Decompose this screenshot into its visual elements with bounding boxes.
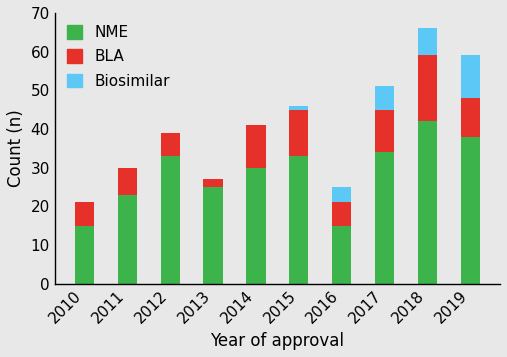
Bar <box>161 156 180 284</box>
Bar <box>289 156 308 284</box>
Bar <box>375 152 394 284</box>
Bar <box>418 55 437 121</box>
Bar <box>460 55 480 98</box>
Bar <box>289 106 308 110</box>
Bar <box>75 202 94 226</box>
Y-axis label: Count (n): Count (n) <box>7 110 25 187</box>
Bar <box>375 110 394 152</box>
Bar <box>203 187 223 284</box>
Bar <box>289 110 308 156</box>
Bar <box>246 125 266 168</box>
Bar <box>161 133 180 156</box>
Bar <box>332 226 351 284</box>
Bar <box>375 86 394 110</box>
Bar <box>246 168 266 284</box>
X-axis label: Year of approval: Year of approval <box>210 332 344 350</box>
Bar <box>203 179 223 187</box>
Bar <box>118 168 137 195</box>
Bar <box>332 202 351 226</box>
Bar <box>118 195 137 284</box>
Bar <box>460 137 480 284</box>
Bar <box>332 187 351 202</box>
Legend: NME, BLA, Biosimilar: NME, BLA, Biosimilar <box>62 21 174 93</box>
Bar <box>418 121 437 284</box>
Bar <box>460 98 480 137</box>
Bar <box>75 226 94 284</box>
Bar <box>418 29 437 55</box>
